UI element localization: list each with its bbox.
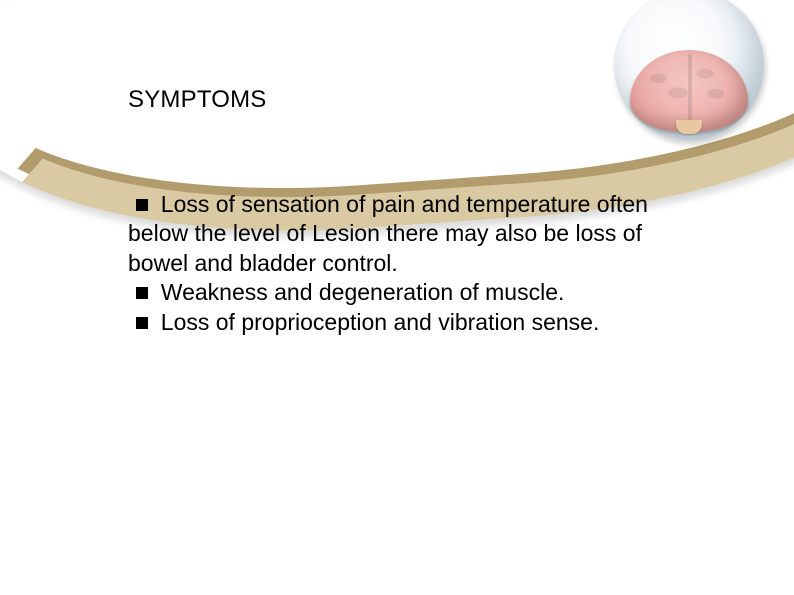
slide-body: Loss of sensation of pain and temperatur…	[128, 190, 678, 337]
bullet-item: Loss of proprioception and vibration sen…	[128, 309, 599, 335]
brain-stem	[676, 120, 702, 134]
bullet-item: Loss of sensation of pain and temperatur…	[128, 191, 648, 276]
bullet-marker-icon	[136, 287, 148, 299]
slide-title: SYMPTOMS	[128, 86, 267, 114]
slide: SYMPTOMS Loss of sensation of pain and t…	[0, 0, 794, 595]
bullet-text: Loss of sensation of pain and temperatur…	[128, 191, 648, 276]
brain-icon	[630, 50, 748, 132]
bullet-item: Weakness and degeneration of muscle.	[128, 279, 564, 305]
bullet-text: Weakness and degeneration of muscle.	[161, 279, 565, 305]
bullet-text: Loss of proprioception and vibration sen…	[161, 309, 600, 335]
bullet-marker-icon	[136, 199, 148, 211]
bullet-marker-icon	[136, 317, 148, 329]
